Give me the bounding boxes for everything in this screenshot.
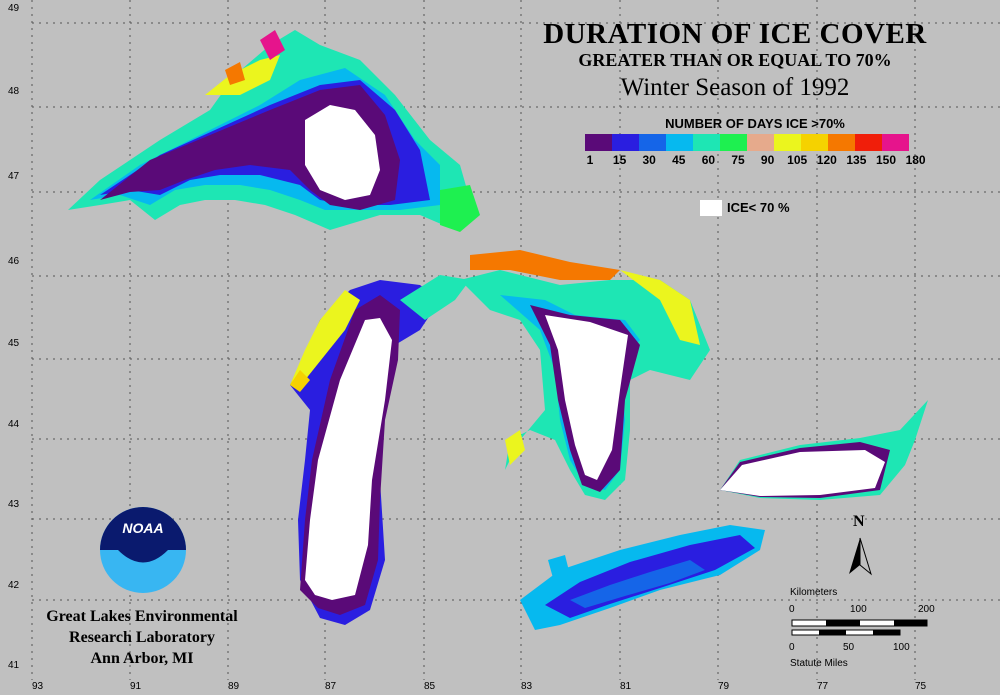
legend-swatch — [720, 134, 747, 151]
latitude-label: 43 — [8, 499, 20, 510]
legend-tick: 135 — [846, 153, 867, 167]
latitude-label: 44 — [8, 419, 20, 430]
latitude-label: 46 — [8, 256, 20, 267]
latitude-label: 45 — [8, 338, 20, 349]
longitude-label: 77 — [817, 681, 829, 692]
legend-swatch — [612, 134, 639, 151]
scale-km-tick: 200 — [918, 604, 935, 615]
lake-michigan — [290, 275, 470, 625]
legend-tick: 120 — [816, 153, 837, 167]
scale-bar — [791, 619, 928, 636]
lake-erie — [520, 525, 765, 630]
map-subtitle: GREATER THAN OR EQUAL TO 70% — [578, 50, 892, 70]
legend-tick: 75 — [731, 153, 745, 167]
north-label: N — [853, 513, 865, 530]
north-arrow: N — [849, 513, 872, 576]
longitude-label: 89 — [228, 681, 240, 692]
legend-swatch — [666, 134, 693, 151]
scale-mi-title: Statute Miles — [790, 658, 848, 669]
noaa-logo: NOAA — [100, 507, 186, 593]
longitude-label: 75 — [915, 681, 927, 692]
legend-color-bar — [585, 134, 909, 151]
legend-swatch — [747, 134, 774, 151]
latitude-label: 41 — [8, 660, 20, 671]
legend-swatch — [585, 134, 612, 151]
legend-swatch — [639, 134, 666, 151]
legend-tick: 90 — [760, 153, 775, 167]
ice-under-70-swatch — [700, 200, 722, 216]
legend-tick: 15 — [612, 153, 627, 167]
legend-swatch — [774, 134, 801, 151]
longitude-label: 85 — [424, 681, 436, 692]
map-title: DURATION OF ICE COVER — [543, 18, 927, 50]
season-label: Winter Season of 1992 — [620, 74, 850, 101]
credit-line-2: Research Laboratory — [69, 629, 215, 646]
longitude-label: 79 — [718, 681, 730, 692]
ice-under-70-label: ICE< 70 % — [727, 200, 790, 215]
latitude-label: 48 — [8, 86, 20, 97]
legend-swatch — [882, 134, 909, 151]
legend-tick: 60 — [701, 153, 716, 167]
scale-km-tick: 0 — [789, 604, 795, 615]
scale-mi-tick: 100 — [893, 642, 910, 653]
longitude-label: 81 — [620, 681, 632, 692]
credit-line-3: Ann Arbor, MI — [90, 650, 194, 667]
lake-superior — [68, 30, 480, 232]
lake-ontario — [720, 400, 928, 500]
legend-swatch — [693, 134, 720, 151]
longitude-label: 87 — [325, 681, 337, 692]
legend-swatch — [801, 134, 828, 151]
legend-tick: 1 — [586, 153, 594, 167]
legend-tick: 180 — [905, 153, 926, 167]
longitude-label: 83 — [521, 681, 533, 692]
legend-tick: 105 — [787, 153, 808, 167]
noaa-logo-text: NOAA — [122, 520, 163, 536]
legend-tick: 30 — [642, 153, 656, 167]
latitude-label: 42 — [8, 580, 20, 591]
longitude-label: 91 — [130, 681, 142, 692]
latitude-label: 49 — [8, 3, 20, 14]
longitude-label: 93 — [32, 681, 44, 692]
legend-swatch — [855, 134, 882, 151]
scale-km-title: Kilometers — [790, 587, 838, 598]
legend-swatch — [828, 134, 855, 151]
latitude-label: 47 — [8, 171, 20, 182]
legend-tick: 45 — [672, 153, 686, 167]
legend-title: NUMBER OF DAYS ICE >70% — [665, 116, 845, 131]
legend-tick: 150 — [875, 153, 897, 167]
scale-km-tick: 100 — [850, 604, 867, 615]
scale-mi-tick: 50 — [843, 642, 855, 653]
lake-huron — [460, 250, 710, 500]
scale-mi-tick: 0 — [789, 642, 795, 653]
credit-line-1: Great Lakes Environmental — [46, 608, 238, 625]
